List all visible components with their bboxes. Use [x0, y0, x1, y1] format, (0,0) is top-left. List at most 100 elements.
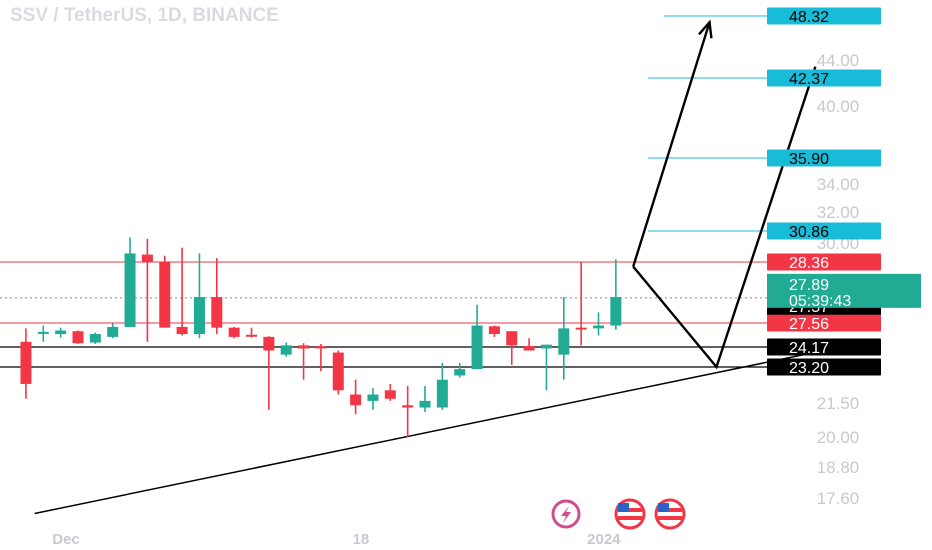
candle-body — [246, 334, 257, 337]
candle — [540, 344, 552, 391]
candle — [506, 331, 518, 365]
x-tick-label: Dec — [52, 531, 80, 548]
y-tick-label: 18.80 — [817, 458, 860, 477]
chart-title: SSV / TetherUS, 1D, BINANCE — [10, 5, 279, 26]
event-icons[interactable] — [551, 498, 686, 530]
candle — [263, 336, 275, 410]
candle-body — [55, 330, 67, 335]
candle-body — [315, 346, 327, 349]
candle-body — [593, 325, 604, 329]
candle — [332, 350, 344, 395]
candle — [211, 258, 223, 335]
candle-body — [471, 325, 483, 370]
trendline — [34, 338, 877, 515]
candle — [298, 343, 310, 380]
badge-target-36-text: 35.90 — [789, 151, 829, 168]
candle-body — [141, 254, 153, 262]
candle-body — [159, 261, 171, 328]
candle-body — [488, 326, 500, 335]
candle — [20, 328, 32, 399]
badge-support-low: 23.20 — [767, 358, 881, 377]
projection-path — [632, 66, 817, 370]
drawings — [34, 19, 877, 515]
candle-body — [384, 390, 396, 399]
time-axis: Dec 18 2024 — [52, 531, 621, 548]
candle — [419, 386, 431, 413]
x-tick-label: 2024 — [587, 531, 621, 548]
candle — [610, 259, 622, 330]
candles — [20, 237, 622, 437]
badge-target-48-bg — [767, 7, 881, 25]
badge-target-31-bg — [767, 222, 881, 240]
badge-support-high-bg — [767, 338, 881, 356]
badge-support-high-text: 24.17 — [789, 340, 829, 357]
candle-body — [454, 369, 466, 376]
candle-body — [20, 341, 32, 384]
candle — [523, 338, 535, 351]
candle-body — [558, 328, 570, 355]
candle — [176, 247, 188, 336]
candle — [72, 330, 84, 344]
candle-body — [280, 345, 292, 355]
badge-target-48: 48.32 — [767, 7, 881, 26]
y-tick-label: 32.00 — [817, 203, 860, 222]
y-tick-label: 34.00 — [817, 175, 860, 194]
candle-body — [124, 253, 136, 327]
candle — [384, 383, 396, 401]
us-flag-canton — [618, 503, 629, 512]
badge-resistance-low-bg — [767, 314, 881, 332]
candle-body — [263, 336, 275, 351]
price-badges: 48.32 42.37 35.90 30.86 28.36 27.56 24.17 23.20… — [767, 7, 921, 377]
badge-target-42-bg — [767, 69, 881, 87]
candle-body — [107, 326, 119, 337]
badge-target-42: 42.37 — [767, 69, 881, 88]
badge-target-48-text: 48.32 — [789, 9, 829, 26]
candle — [280, 342, 292, 357]
candle — [350, 379, 362, 415]
badge-resistance-low: 27.56 — [767, 314, 881, 333]
us-flag-stripe — [618, 516, 642, 520]
badge-resistance-high-text: 28.36 — [789, 255, 829, 272]
badge-resistance-low-text: 27.56 — [789, 316, 829, 333]
us-flag-stripe — [618, 508, 642, 512]
badge-support-low-bg — [767, 358, 881, 376]
candle-body — [332, 352, 344, 391]
y-tick-label: 44.00 — [817, 51, 860, 70]
y-tick-label: 17.60 — [817, 489, 860, 508]
candle — [471, 304, 483, 370]
candle-body — [523, 346, 535, 351]
badge-target-42-text: 42.37 — [789, 71, 829, 88]
candle — [55, 327, 67, 338]
candle-body — [298, 345, 310, 349]
projection-arrow-line — [632, 21, 711, 267]
us-flag-canton — [658, 503, 669, 512]
candle-body — [610, 297, 622, 326]
badge-resistance-high-bg — [767, 253, 881, 271]
candle — [367, 388, 379, 410]
candle-body — [575, 327, 587, 330]
badge-target-31-text: 30.86 — [789, 224, 829, 241]
candle-body — [367, 394, 379, 401]
horizontal-levels — [0, 15, 768, 368]
candle — [141, 238, 153, 342]
candle-body — [402, 405, 414, 408]
badge-support-low-text: 23.20 — [789, 360, 829, 377]
y-tick-label: 20.00 — [817, 428, 860, 447]
badge-target-31: 30.86 — [767, 222, 881, 241]
candle-body — [37, 331, 49, 334]
candle-body — [419, 400, 431, 408]
candle — [159, 255, 171, 328]
countdown-text: 05:39:43 — [789, 293, 851, 310]
candle — [454, 362, 466, 378]
badge-target-36-bg — [767, 149, 881, 167]
candle — [124, 237, 136, 327]
projection-arrow-head — [698, 19, 713, 39]
y-tick-label: 21.50 — [817, 394, 860, 413]
candle-body — [193, 297, 205, 335]
y-tick-label: 40.00 — [817, 97, 860, 116]
candle — [246, 327, 257, 338]
badge-current-bg — [767, 273, 921, 308]
candle — [315, 343, 327, 372]
